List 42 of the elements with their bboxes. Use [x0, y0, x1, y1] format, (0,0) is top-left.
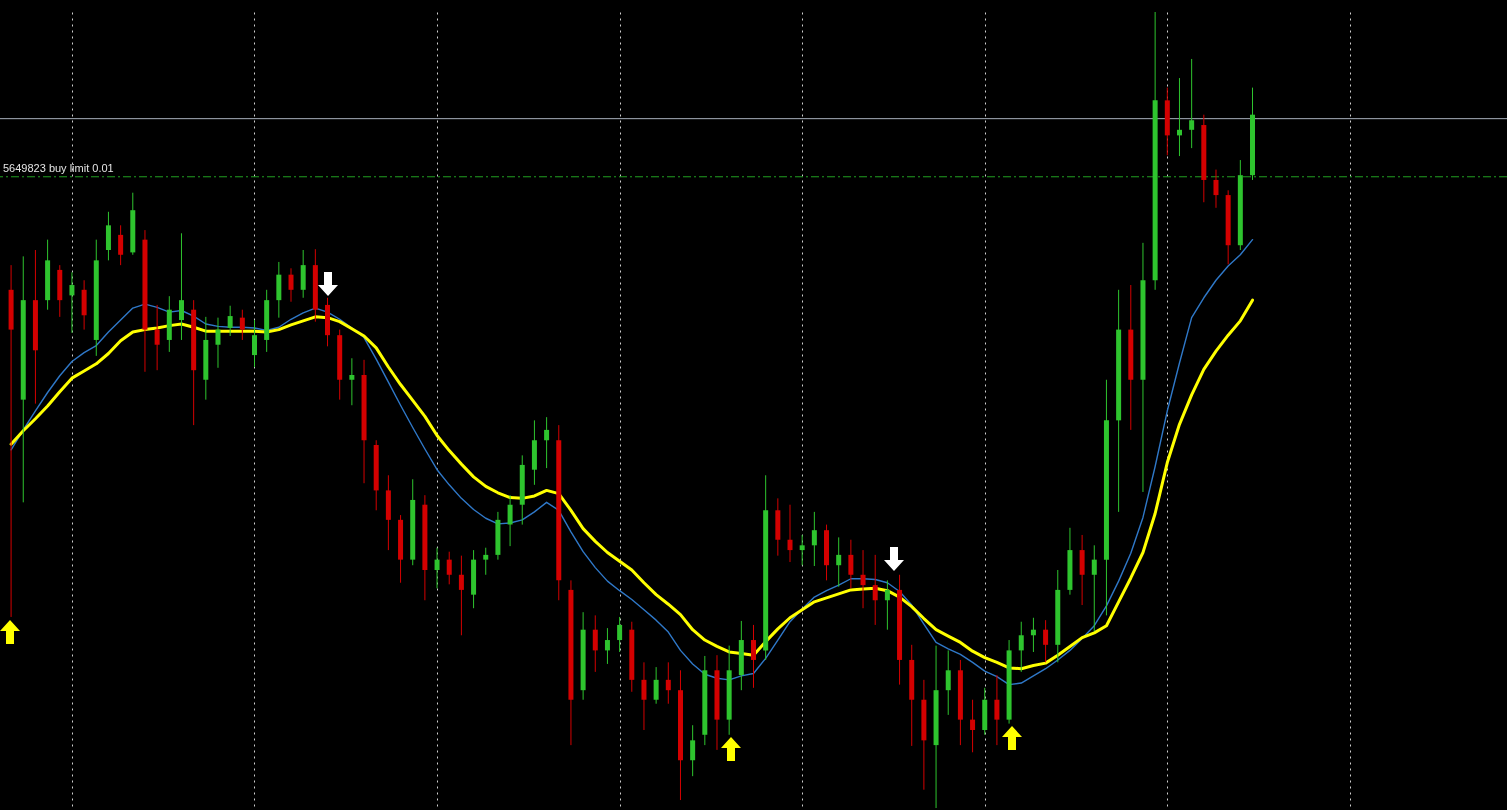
candlestick: [8, 264, 14, 618]
candlestick: [1091, 544, 1097, 632]
candlestick: [872, 554, 878, 626]
candlestick: [154, 304, 160, 371]
candlestick: [751, 624, 756, 689]
candlestick: [970, 699, 976, 753]
ref-line-label: 5649823 buy limit 0.01: [3, 161, 114, 174]
candlestick: [860, 549, 866, 609]
candlestick: [239, 309, 245, 341]
candlestick: [507, 494, 513, 547]
candlestick: [118, 224, 124, 266]
candlestick: [994, 674, 1000, 746]
candlestick: [483, 547, 489, 576]
candlestick: [836, 536, 842, 588]
candlestick: [592, 614, 598, 673]
candlestick: [884, 579, 890, 631]
candlestick: [1043, 619, 1049, 663]
candlestick: [1189, 58, 1195, 149]
candlestick: [178, 232, 184, 341]
candlestick: [69, 271, 75, 334]
candlestick: [848, 539, 854, 589]
candlestick: [665, 661, 671, 705]
candlestick: [690, 724, 696, 777]
candlestick: [349, 357, 355, 406]
candlestick: [434, 547, 440, 589]
candlestick: [1018, 621, 1024, 673]
candlestick: [458, 555, 464, 636]
candlestick: [617, 616, 623, 653]
candlestick: [945, 649, 951, 716]
candlestick: [544, 416, 550, 469]
candlestick: [604, 627, 610, 665]
candlestick: [446, 551, 452, 585]
candlestick: [1213, 169, 1219, 209]
candlestick: [641, 661, 647, 731]
candlestick: [215, 317, 221, 369]
candlestick: [227, 305, 233, 337]
candlestick: [787, 504, 793, 563]
candlestick: [653, 666, 659, 705]
candlestick: [288, 267, 294, 303]
candlestick: [252, 319, 257, 368]
candlestick: [811, 511, 817, 567]
candlestick: [799, 534, 805, 566]
